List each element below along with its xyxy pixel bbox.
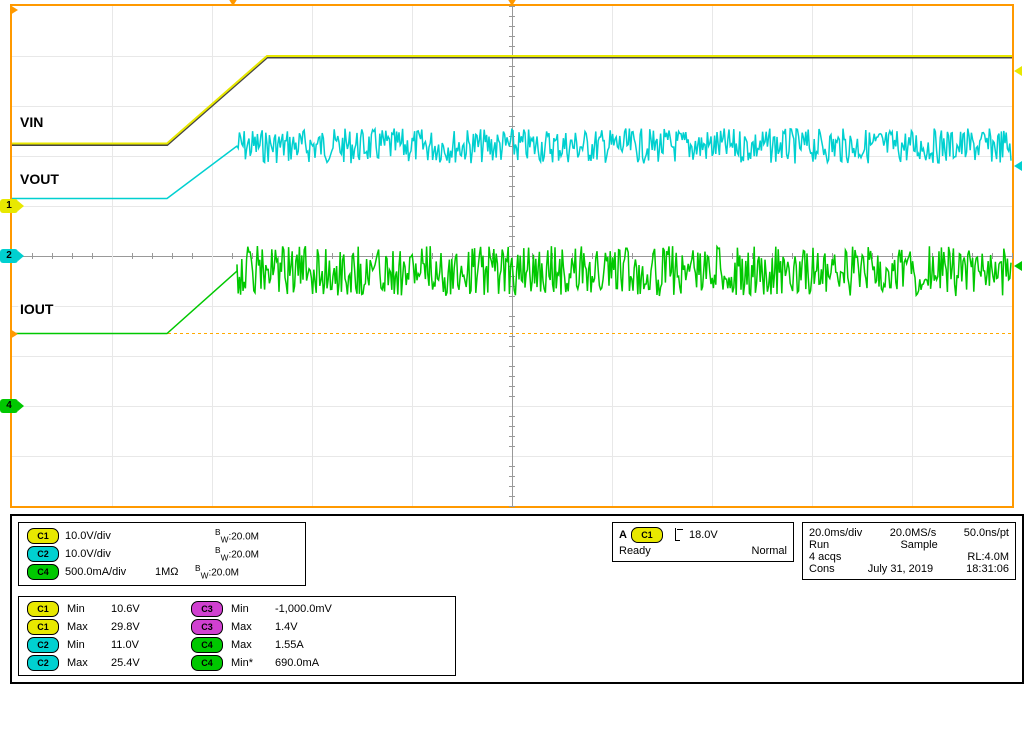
waveform-display: 1 2 4 VIN VOUT IOUT [10, 4, 1014, 508]
left-arrow-trigger [10, 329, 18, 339]
trigger-mode: A [619, 529, 627, 541]
meas-stat: Min [67, 639, 111, 651]
channel-marker-c4: 4 [0, 399, 18, 413]
rising-edge-icon [673, 529, 685, 541]
pill-c4: C4 [191, 655, 223, 671]
time: 18:31:06 [966, 563, 1009, 575]
acqs: 4 acqs [809, 551, 841, 563]
trigger-box: A C1 18.0V Ready Normal [612, 522, 794, 562]
meas-stat: Min [231, 603, 275, 615]
c1-bw: BW:20.0M [215, 527, 259, 544]
right-marker-c4 [1014, 261, 1022, 271]
meas-value: 1.4V [275, 621, 375, 633]
right-marker-c1 [1014, 66, 1022, 76]
channel-marker-c2: 2 [0, 249, 18, 263]
trigger-state: Normal [752, 545, 787, 557]
time-div: 20.0ms/div [809, 527, 862, 539]
cons: Cons [809, 563, 835, 575]
pill-c1: C1 [27, 601, 59, 617]
meas-stat: Max [67, 621, 111, 633]
label-iout: IOUT [18, 301, 55, 317]
pill-c2: C2 [27, 637, 59, 653]
timebase-box: 20.0ms/div 20.0MS/s 50.0ns/pt Run Sample… [802, 522, 1016, 580]
sample-rate: 20.0MS/s [890, 527, 936, 539]
meas-stat: Max [67, 657, 111, 669]
pill-c4: C4 [27, 564, 59, 580]
meas-stat: Max [231, 639, 275, 651]
meas-value: 10.6V [111, 603, 191, 615]
c2-scale: 10.0V/div [65, 548, 175, 560]
waveform-svg [12, 6, 1012, 506]
pill-c1: C1 [27, 528, 59, 544]
meas-stat: Min [67, 603, 111, 615]
channel-marker-c1: 1 [0, 199, 18, 213]
pill-c4: C4 [191, 637, 223, 653]
c4-bw: BW:20.0M [195, 563, 239, 580]
run-state: Run [809, 539, 829, 551]
c4-coupling: 1MΩ [155, 566, 195, 578]
meas-value: 690.0mA [275, 657, 375, 669]
pill-trigger-source: C1 [631, 527, 663, 543]
measurements-box: C1Min10.6VC3Min-1,000.0mVC1Max29.8VC3Max… [18, 596, 456, 676]
c2-bw: BW:20.0M [215, 545, 259, 562]
acq-mode: Sample [900, 539, 937, 551]
trigger-ready: Ready [619, 545, 651, 557]
resolution: 50.0ns/pt [964, 527, 1009, 539]
trigger-time-marker [228, 0, 238, 6]
meas-stat: Min* [231, 657, 275, 669]
meas-value: 1.55A [275, 639, 375, 651]
meas-value: 29.8V [111, 621, 191, 633]
info-panel: C1 10.0V/div BW:20.0M C2 10.0V/div BW:20… [10, 514, 1024, 684]
label-vin: VIN [18, 114, 45, 130]
meas-value: 25.4V [111, 657, 191, 669]
label-vout: VOUT [18, 171, 61, 187]
pill-c3: C3 [191, 601, 223, 617]
pill-c3: C3 [191, 619, 223, 635]
meas-stat: Max [231, 621, 275, 633]
pill-c1: C1 [27, 619, 59, 635]
record-length: RL:4.0M [967, 551, 1009, 563]
channel-settings-box: C1 10.0V/div BW:20.0M C2 10.0V/div BW:20… [18, 522, 306, 586]
trigger-time-marker-center [507, 0, 517, 6]
c1-scale: 10.0V/div [65, 530, 175, 542]
trigger-level: 18.0V [689, 529, 718, 541]
c4-scale: 500.0mA/div [65, 566, 155, 578]
left-arrow-top [10, 5, 18, 15]
right-marker-c2 [1014, 161, 1022, 171]
pill-c2: C2 [27, 655, 59, 671]
meas-value: 11.0V [111, 639, 191, 651]
pill-c2: C2 [27, 546, 59, 562]
date: July 31, 2019 [868, 563, 933, 575]
meas-value: -1,000.0mV [275, 603, 375, 615]
